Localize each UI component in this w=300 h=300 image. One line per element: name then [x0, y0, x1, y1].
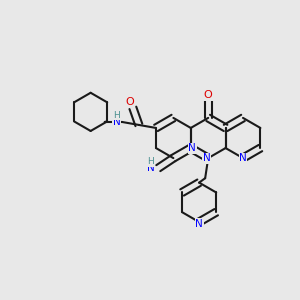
Text: N: N — [203, 153, 211, 163]
Text: N: N — [147, 163, 155, 173]
Text: N: N — [239, 153, 247, 163]
Text: O: O — [204, 90, 213, 100]
Text: H: H — [113, 111, 120, 120]
Text: N: N — [188, 143, 196, 153]
Text: O: O — [125, 98, 134, 107]
Text: N: N — [195, 218, 203, 229]
Text: N: N — [112, 117, 120, 127]
Text: H: H — [147, 157, 154, 166]
